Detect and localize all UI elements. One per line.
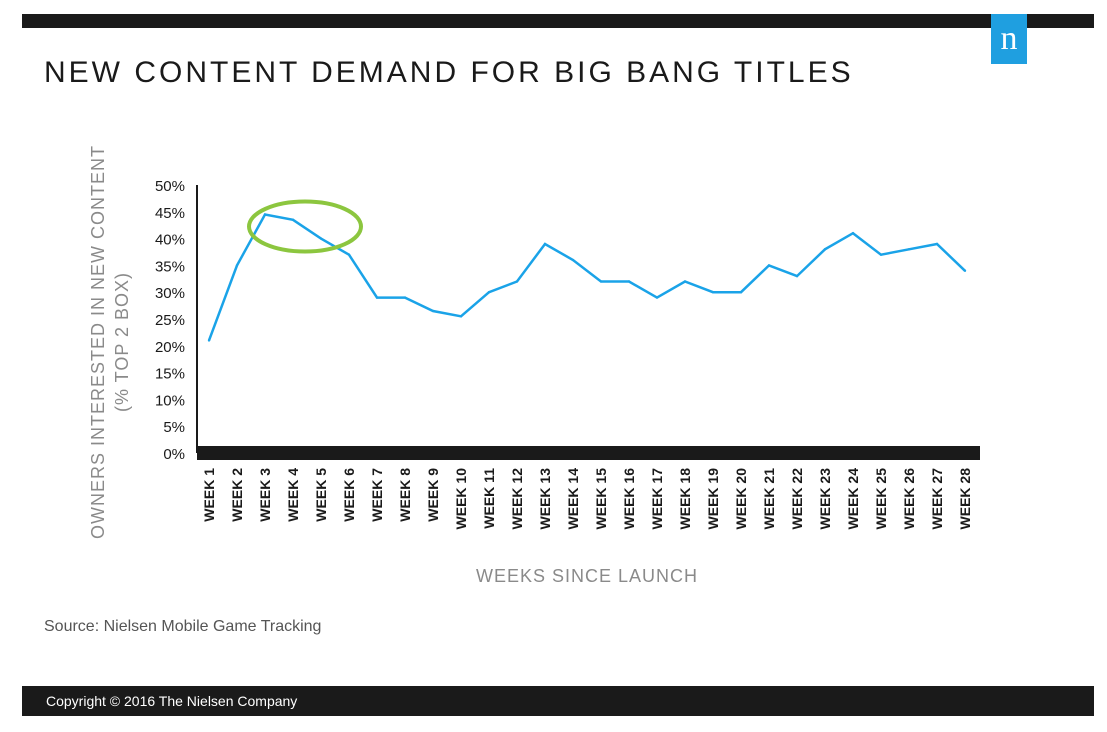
y-axis-label-line-2: (% TOP 2 BOX) — [112, 272, 132, 412]
y-tick-label: 25% — [155, 312, 185, 329]
y-tick-label: 20% — [155, 339, 185, 356]
data-point — [711, 291, 715, 294]
data-point — [375, 296, 379, 299]
y-axis-label: OWNERS INTERESTED IN NEW CONTENT (% TOP 2… — [88, 145, 132, 539]
data-point — [291, 218, 295, 222]
x-tick-label: WEEK 11 — [481, 468, 497, 529]
x-tick-label: WEEK 13 — [537, 468, 553, 530]
source-note: Source: Nielsen Mobile Game Tracking — [44, 618, 322, 635]
x-tick-label: WEEK 5 — [313, 468, 329, 522]
x-tick-label: WEEK 14 — [565, 468, 581, 530]
data-point — [963, 269, 967, 272]
y-tick-label: 15% — [155, 366, 185, 383]
x-tick-label: WEEK 28 — [957, 468, 973, 530]
x-tick-label: WEEK 19 — [705, 468, 721, 530]
data-point — [627, 280, 631, 283]
data-points — [207, 213, 967, 342]
x-tick-label: WEEK 25 — [873, 468, 889, 530]
copyright-text: Copyright © 2016 The Nielsen Company — [46, 693, 298, 709]
data-point — [571, 258, 575, 262]
top-bar — [22, 14, 1094, 28]
data-point — [599, 280, 603, 283]
x-tick-label: WEEK 22 — [789, 468, 805, 530]
data-point — [851, 232, 855, 235]
data-point — [739, 291, 743, 294]
x-tick-label: WEEK 12 — [509, 468, 525, 530]
x-tick-label: WEEK 9 — [425, 468, 441, 522]
data-point — [543, 242, 547, 246]
line-chart: OWNERS INTERESTED IN NEW CONTENT (% TOP 2… — [88, 145, 980, 586]
bottom-bar: Copyright © 2016 The Nielsen Company — [22, 686, 1094, 716]
x-tick-label: WEEK 26 — [901, 468, 917, 530]
nielsen-logo: n — [991, 14, 1027, 64]
x-axis-bar — [197, 446, 980, 460]
x-tick-label: WEEK 4 — [285, 468, 301, 522]
data-point — [935, 242, 939, 246]
data-point — [319, 237, 323, 240]
data-point — [767, 264, 771, 267]
y-tick-label: 50% — [155, 178, 185, 195]
data-point — [879, 253, 883, 256]
x-tick-label: WEEK 24 — [845, 468, 861, 530]
y-tick-label: 0% — [163, 446, 185, 463]
data-point — [207, 339, 211, 342]
data-point — [431, 309, 435, 313]
x-tick-label: WEEK 20 — [733, 468, 749, 530]
data-point — [263, 213, 267, 216]
x-tick-label: WEEK 1 — [201, 468, 217, 522]
y-tick-label: 5% — [163, 419, 185, 436]
data-point — [235, 264, 239, 267]
y-tick-label: 35% — [155, 258, 185, 275]
x-tick-label: WEEK 18 — [677, 468, 693, 530]
y-tick-label: 40% — [155, 232, 185, 249]
x-tick-label: WEEK 27 — [929, 468, 945, 530]
y-tick-label: 30% — [155, 285, 185, 302]
series-line — [207, 213, 966, 341]
data-point — [683, 280, 687, 283]
x-tick-label: WEEK 2 — [229, 468, 245, 522]
data-point — [459, 315, 463, 318]
x-axis-ticks: WEEK 1 WEEK 2 WEEK 3 WEEK 4 WEEK 5 WEEK 6 WEEK… — [201, 468, 973, 530]
data-point — [907, 248, 911, 251]
data-point — [823, 248, 827, 251]
x-tick-label: WEEK 6 — [341, 468, 357, 522]
x-tick-label: WEEK 21 — [761, 468, 777, 530]
highlight-ellipse — [247, 199, 363, 254]
x-tick-label: WEEK 23 — [817, 468, 833, 530]
data-point — [515, 280, 519, 283]
data-point — [347, 253, 351, 256]
x-tick-label: WEEK 10 — [453, 468, 469, 530]
y-tick-label: 45% — [155, 205, 185, 222]
y-axis-label-line-1: OWNERS INTERESTED IN NEW CONTENT — [88, 145, 108, 539]
x-tick-label: WEEK 8 — [397, 468, 413, 522]
x-tick-label: WEEK 16 — [621, 468, 637, 530]
x-tick-label: WEEK 17 — [649, 468, 665, 530]
x-axis-label: WEEKS SINCE LAUNCH — [476, 566, 698, 586]
y-tick-label: 10% — [155, 392, 185, 409]
data-point — [655, 296, 659, 299]
data-point — [795, 274, 799, 278]
x-tick-label: WEEK 3 — [257, 468, 273, 522]
data-point — [403, 296, 407, 299]
x-tick-label: WEEK 7 — [369, 468, 385, 522]
chart-title: NEW CONTENT DEMAND FOR BIG BANG TITLES — [44, 56, 854, 89]
x-tick-label: WEEK 15 — [593, 468, 609, 530]
data-point — [487, 291, 491, 294]
y-axis-ticks: 0% 5% 10% 15% 20% 25% 30% 35% 40% 45% 50% — [155, 178, 185, 463]
